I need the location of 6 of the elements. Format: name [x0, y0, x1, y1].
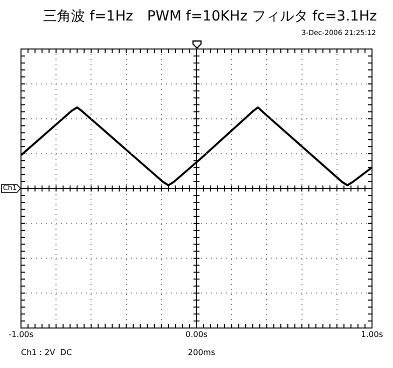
x-tick-label: -1.00s — [8, 330, 34, 339]
x-tick-label: 0.00s — [186, 330, 208, 339]
chart-title: 三角波 f=1Hz PWM f=10KHz フィルタ fc=3.1Hz — [43, 8, 377, 25]
text: Ch1 : 2V DC — [21, 348, 72, 358]
text: 200ms — [188, 348, 216, 358]
x-tick-label: 1.00s — [361, 330, 383, 339]
